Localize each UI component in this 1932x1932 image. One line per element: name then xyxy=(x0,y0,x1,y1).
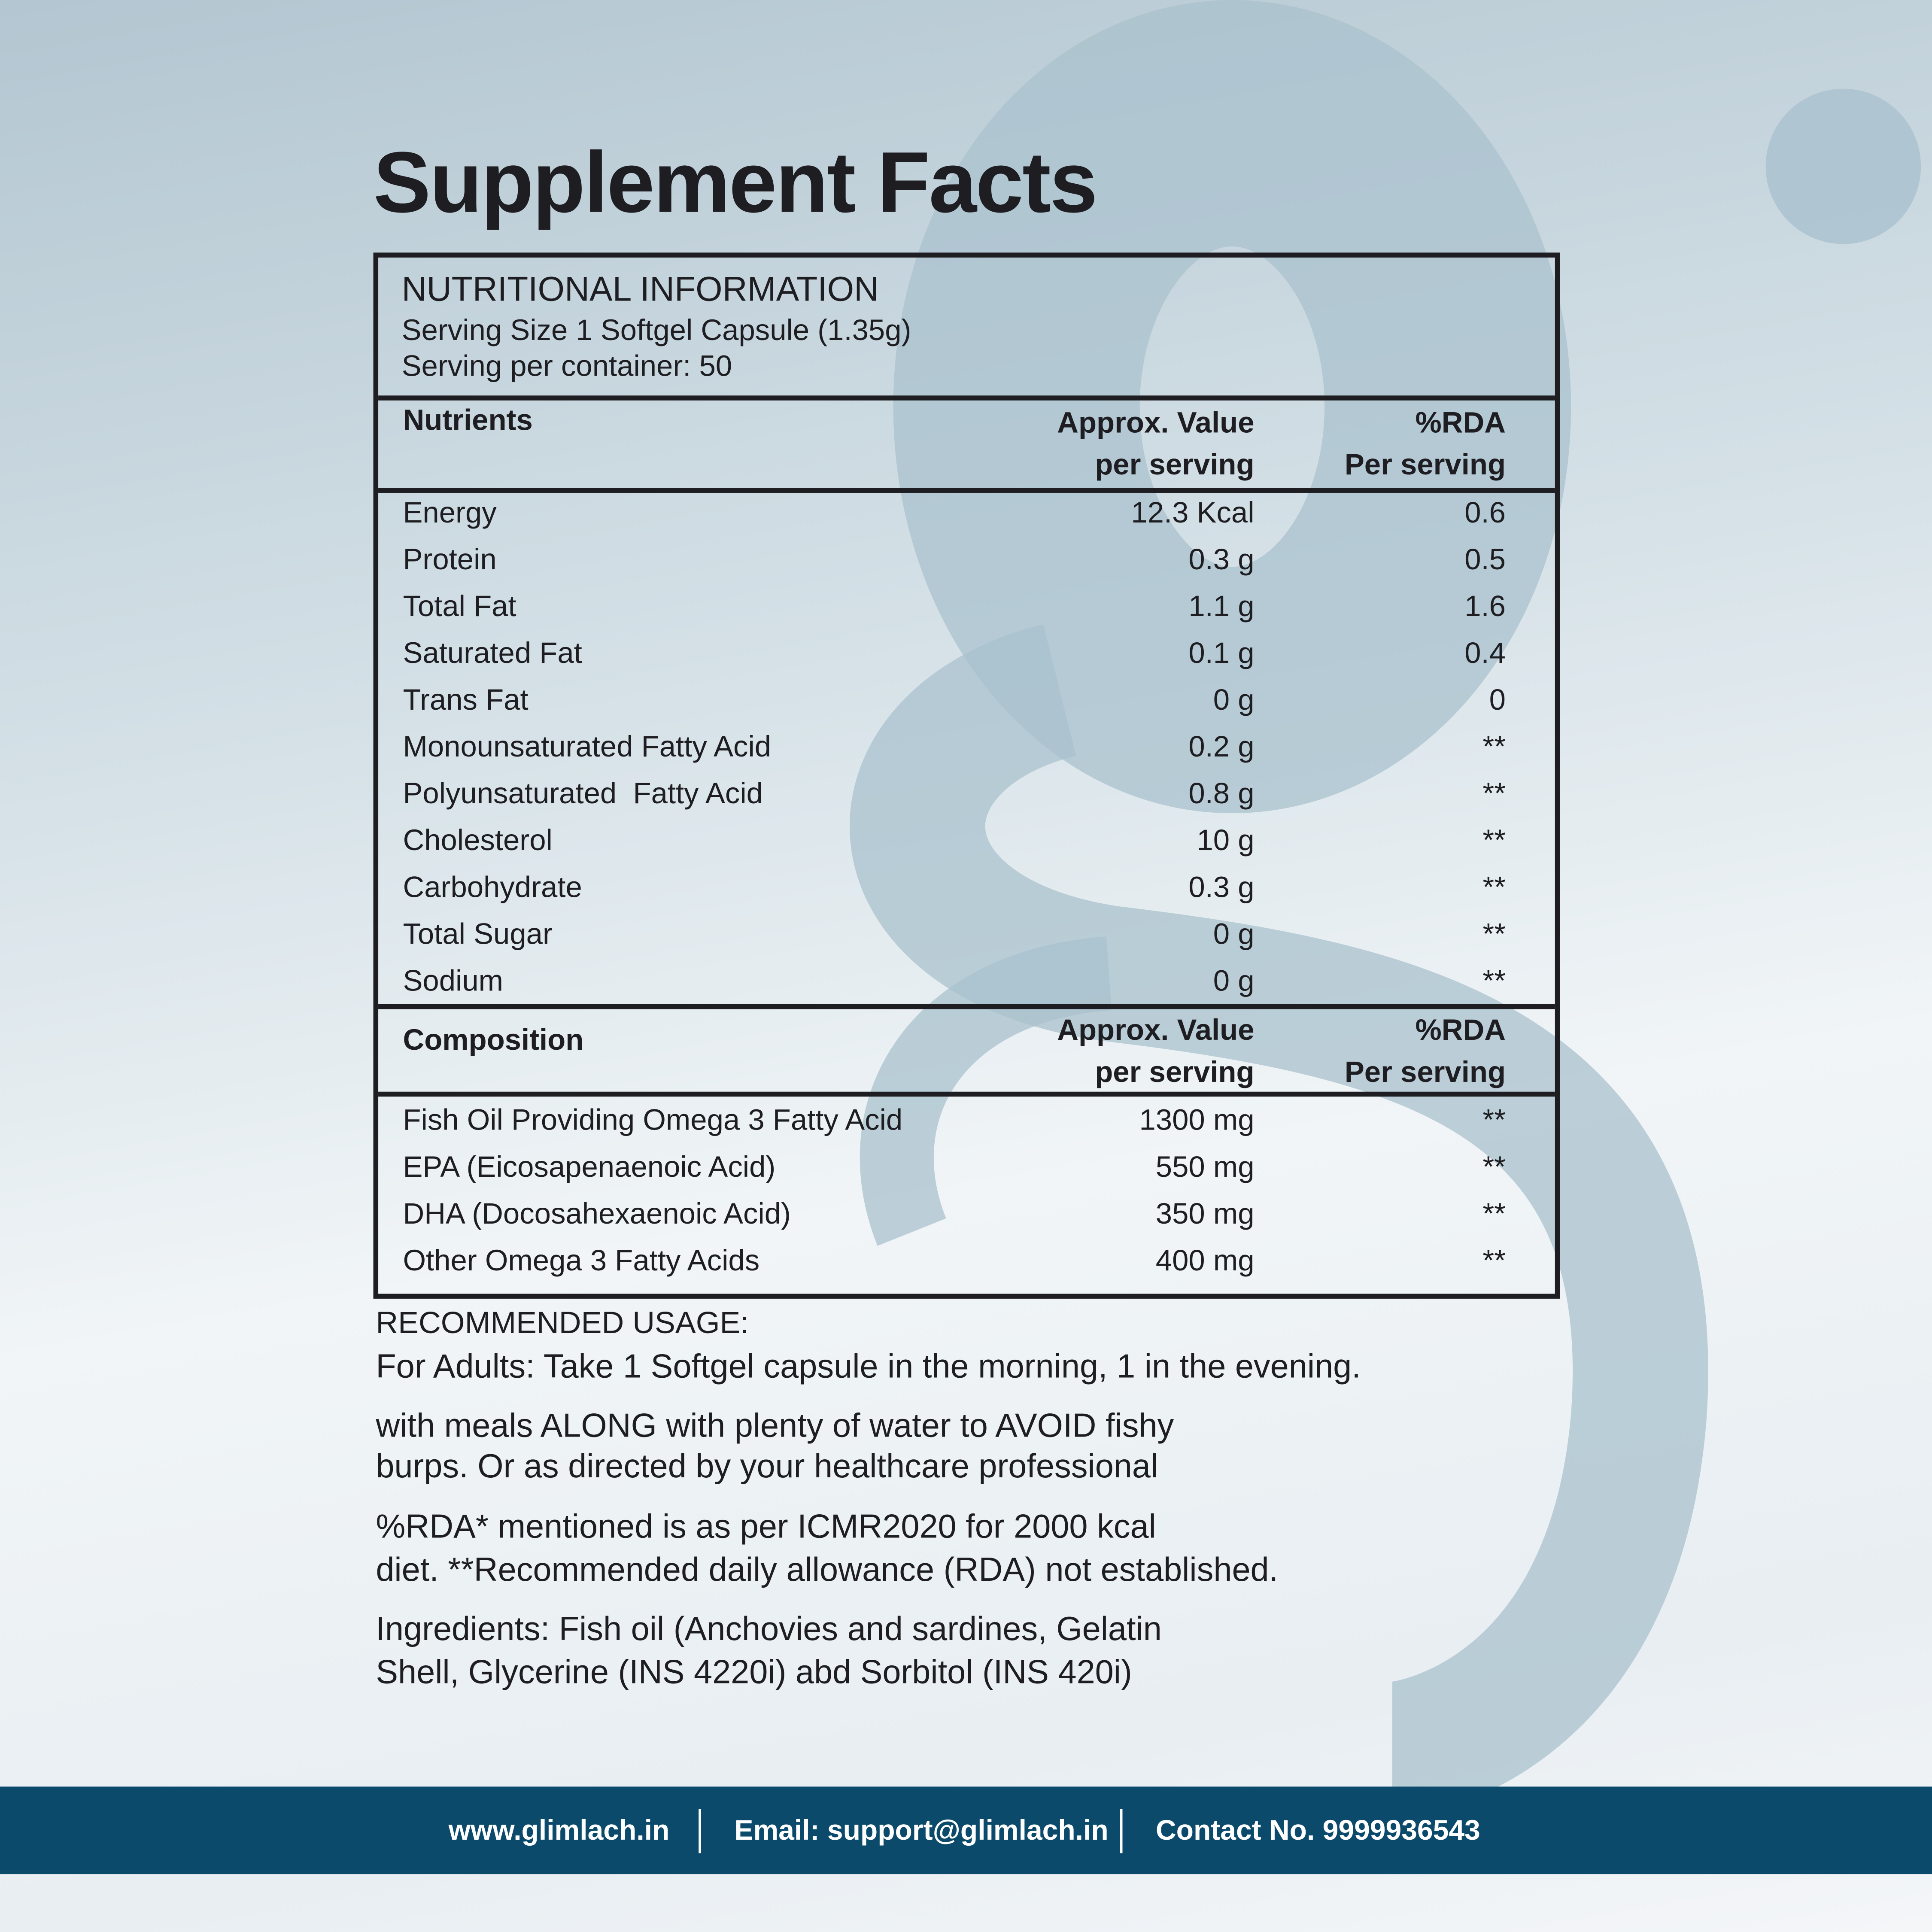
rda: 0.6 xyxy=(1464,496,1506,530)
nutrient-name: DHA (Docosahexaenoic Acid) xyxy=(403,1197,791,1231)
usage-heading: RECOMMENDED USAGE: xyxy=(376,1306,749,1341)
amount: 0.2 g xyxy=(1188,730,1255,764)
amount: 0.3 g xyxy=(1188,543,1255,577)
facts-table: NUTRITIONAL INFORMATION Serving Size 1 So… xyxy=(373,252,1560,1299)
column-header: Approx. Value xyxy=(1057,407,1255,440)
nutrient-name: Sodium xyxy=(403,965,503,998)
nutrient-name: Fish Oil Providing Omega 3 Fatty Acid xyxy=(403,1104,903,1137)
amount: 1300 mg xyxy=(1139,1104,1255,1137)
amount: 350 mg xyxy=(1155,1197,1255,1231)
footer: www.glimlach.in Email: support@glimlach.i… xyxy=(0,1786,1932,1874)
section-heading: Composition xyxy=(403,1024,584,1057)
amount: 400 mg xyxy=(1155,1244,1255,1278)
info-heading: NUTRITIONAL INFORMATION xyxy=(401,270,879,308)
amount: 550 mg xyxy=(1155,1151,1255,1184)
divider xyxy=(378,395,1555,401)
rda: ** xyxy=(1482,1197,1506,1231)
column-header: Approx. Value xyxy=(1057,1014,1255,1048)
column-header: Per serving xyxy=(1344,448,1506,482)
amount: 0 g xyxy=(1213,965,1255,998)
servings: Serving per container: 50 xyxy=(401,350,732,383)
nutrient-name: Energy xyxy=(403,496,497,530)
footer-text: Email: support@glimlach.in xyxy=(734,1814,1109,1846)
separator xyxy=(1120,1809,1123,1853)
column-header: Per serving xyxy=(1344,1056,1506,1089)
rda: ** xyxy=(1482,730,1506,764)
rda: ** xyxy=(1482,918,1506,951)
amount: 0.8 g xyxy=(1188,777,1255,811)
usage-text: %RDA* mentioned is as per ICMR2020 for 2… xyxy=(376,1508,1156,1545)
usage-text: For Adults: Take 1 Softgel capsule in th… xyxy=(376,1348,1361,1385)
rda: ** xyxy=(1482,1104,1506,1137)
rda: 0 xyxy=(1489,683,1506,717)
nutrient-name: Carbohydrate xyxy=(403,871,582,905)
column-header: %RDA xyxy=(1415,1014,1506,1048)
footer-text: Contact No. 9999936543 xyxy=(1155,1814,1480,1846)
amount: 0 g xyxy=(1213,683,1255,717)
rda: ** xyxy=(1482,1151,1506,1184)
rda: 0.5 xyxy=(1464,543,1506,577)
rda: ** xyxy=(1482,824,1506,858)
column-header: per serving xyxy=(1095,448,1255,482)
amount: 0.3 g xyxy=(1188,871,1255,905)
rda: 0.4 xyxy=(1464,637,1506,671)
footer-text: www.glimlach.in xyxy=(448,1814,670,1846)
usage-text: Ingredients: Fish oil (Anchovies and sar… xyxy=(376,1610,1162,1648)
usage-text: Shell, Glycerine (INS 4220i) abd Sorbito… xyxy=(376,1653,1132,1691)
usage-text: with meals ALONG with plenty of water to… xyxy=(376,1407,1174,1444)
rda: ** xyxy=(1482,777,1506,811)
nutrient-name: Polyunsaturated Fatty Acid xyxy=(403,777,763,811)
rda: ** xyxy=(1482,871,1506,905)
nutrient-name: Total Fat xyxy=(403,590,516,624)
section-heading: Nutrients xyxy=(403,404,533,437)
rda: 1.6 xyxy=(1464,590,1506,624)
title: Supplement Facts xyxy=(373,134,1098,231)
nutrient-name: Other Omega 3 Fatty Acids xyxy=(403,1244,760,1278)
amount: 10 g xyxy=(1197,824,1255,858)
nutrient-name: Trans Fat xyxy=(403,683,529,717)
rda: ** xyxy=(1482,965,1506,998)
divider xyxy=(378,1004,1555,1009)
nutrient-name: Cholesterol xyxy=(403,824,553,858)
rda: ** xyxy=(1482,1244,1506,1278)
divider xyxy=(378,488,1555,493)
column-header: per serving xyxy=(1095,1056,1255,1089)
column-header: %RDA xyxy=(1415,407,1506,440)
amount: 12.3 Kcal xyxy=(1131,496,1255,530)
amount: 1.1 g xyxy=(1188,590,1255,624)
nutrient-name: EPA (Eicosapenaenoic Acid) xyxy=(403,1151,776,1184)
nutrient-name: Protein xyxy=(403,543,497,577)
usage-text: burps. Or as directed by your healthcare… xyxy=(376,1448,1158,1485)
serving-size: Serving Size 1 Softgel Capsule (1.35g) xyxy=(401,314,911,348)
divider xyxy=(378,1091,1555,1097)
nutrient-name: Saturated Fat xyxy=(403,637,582,671)
usage-text: diet. **Recommended daily allowance (RDA… xyxy=(376,1551,1279,1589)
nutrient-name: Total Sugar xyxy=(403,918,553,951)
separator xyxy=(699,1809,701,1853)
nutrient-name: Monounsaturated Fatty Acid xyxy=(403,730,772,764)
amount: 0.1 g xyxy=(1188,637,1255,671)
amount: 0 g xyxy=(1213,918,1255,951)
